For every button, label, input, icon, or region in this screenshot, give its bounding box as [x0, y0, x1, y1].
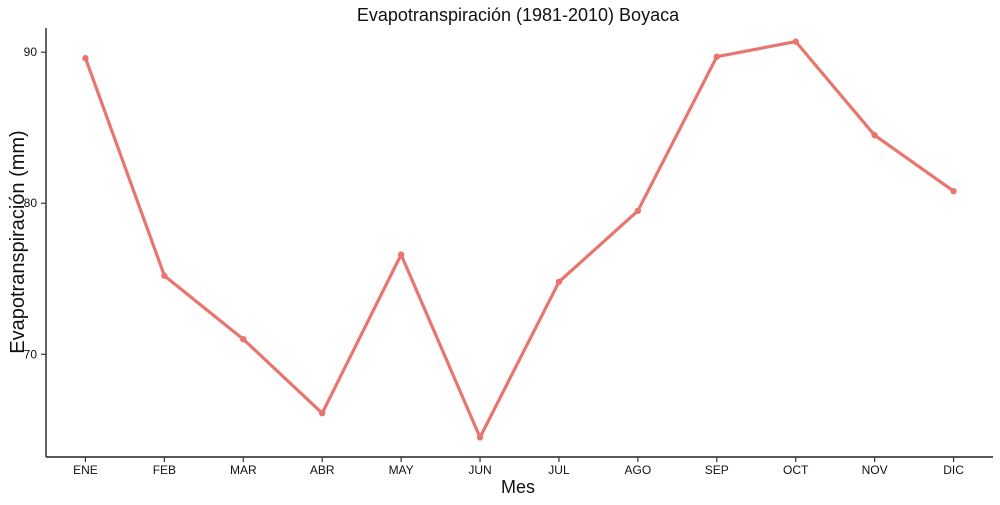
data-point	[713, 53, 720, 60]
x-tick-label: DIC	[943, 463, 964, 477]
y-tick-label: 90	[24, 45, 38, 59]
chart-title: Evapotranspiración (1981-2010) Boyaca	[357, 5, 680, 25]
data-point	[240, 335, 247, 343]
x-tick-label: JUL	[548, 463, 570, 477]
x-axis: ENE FEB MAR ABR MAY JUN JUL AGO SEP OCT NOV DIC	[46, 456, 993, 477]
data-point	[792, 38, 799, 45]
y-axis: 70 80 90	[24, 28, 47, 457]
x-axis-label: Mes	[501, 477, 535, 497]
series-evapotranspiracion	[82, 38, 957, 441]
data-point	[950, 187, 957, 195]
data-point	[161, 272, 168, 279]
x-tick-label: JUN	[468, 463, 491, 477]
data-point	[555, 278, 563, 285]
series-line	[83, 39, 956, 439]
data-point	[397, 251, 405, 258]
x-tick-label: MAY	[389, 463, 414, 477]
y-tick-label: 70	[24, 347, 38, 361]
x-tick-label: FEB	[153, 463, 176, 477]
x-tick-label: AGO	[625, 463, 652, 477]
x-tick-label: ABR	[310, 463, 335, 477]
x-tick-label: NOV	[862, 463, 888, 477]
data-point	[634, 207, 642, 214]
data-point	[476, 434, 484, 441]
x-tick-label: ENE	[73, 463, 98, 477]
data-point	[319, 409, 326, 417]
y-tick-label: 80	[24, 196, 38, 210]
y-axis-label: Evapotranspiración (mm)	[7, 130, 29, 353]
data-point	[82, 55, 89, 62]
data-point	[871, 132, 878, 139]
x-tick-label: MAR	[230, 463, 257, 477]
x-tick-label: OCT	[783, 463, 809, 477]
x-tick-label: SEP	[705, 463, 729, 477]
